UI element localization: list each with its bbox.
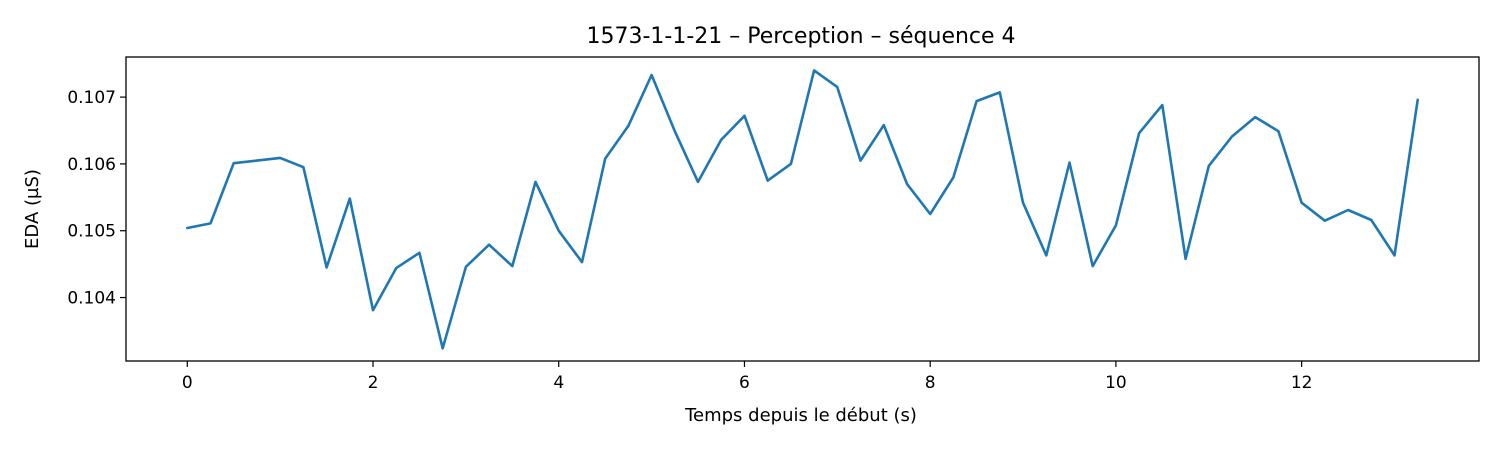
x-tick-label: 6 <box>739 373 750 393</box>
y-tick-label: 0.105 <box>67 222 116 242</box>
x-tick-label: 4 <box>553 373 564 393</box>
y-axis-ticks: 0.104 0.105 0.106 0.107 <box>67 88 126 309</box>
x-tick-label: 8 <box>925 373 936 393</box>
plot-area <box>186 69 1419 350</box>
x-tick-label: 10 <box>1105 373 1127 393</box>
x-tick-label: 12 <box>1291 373 1313 393</box>
x-axis-label: Temps depuis le début (s) <box>684 405 917 426</box>
chart-title: 1573-1-1-21 – Perception – séquence 4 <box>586 24 1015 49</box>
x-tick-label: 2 <box>368 373 379 393</box>
axes-frame <box>125 56 1480 362</box>
eda-series-line <box>186 69 1419 350</box>
y-axis-label: EDA (µS) <box>22 169 43 249</box>
x-tick-label: 0 <box>182 373 193 393</box>
y-tick-label: 0.104 <box>67 289 116 309</box>
y-tick-label: 0.106 <box>67 155 116 175</box>
y-tick-label: 0.107 <box>67 88 116 108</box>
x-axis-ticks: 0 2 4 6 8 10 12 <box>182 361 1313 393</box>
